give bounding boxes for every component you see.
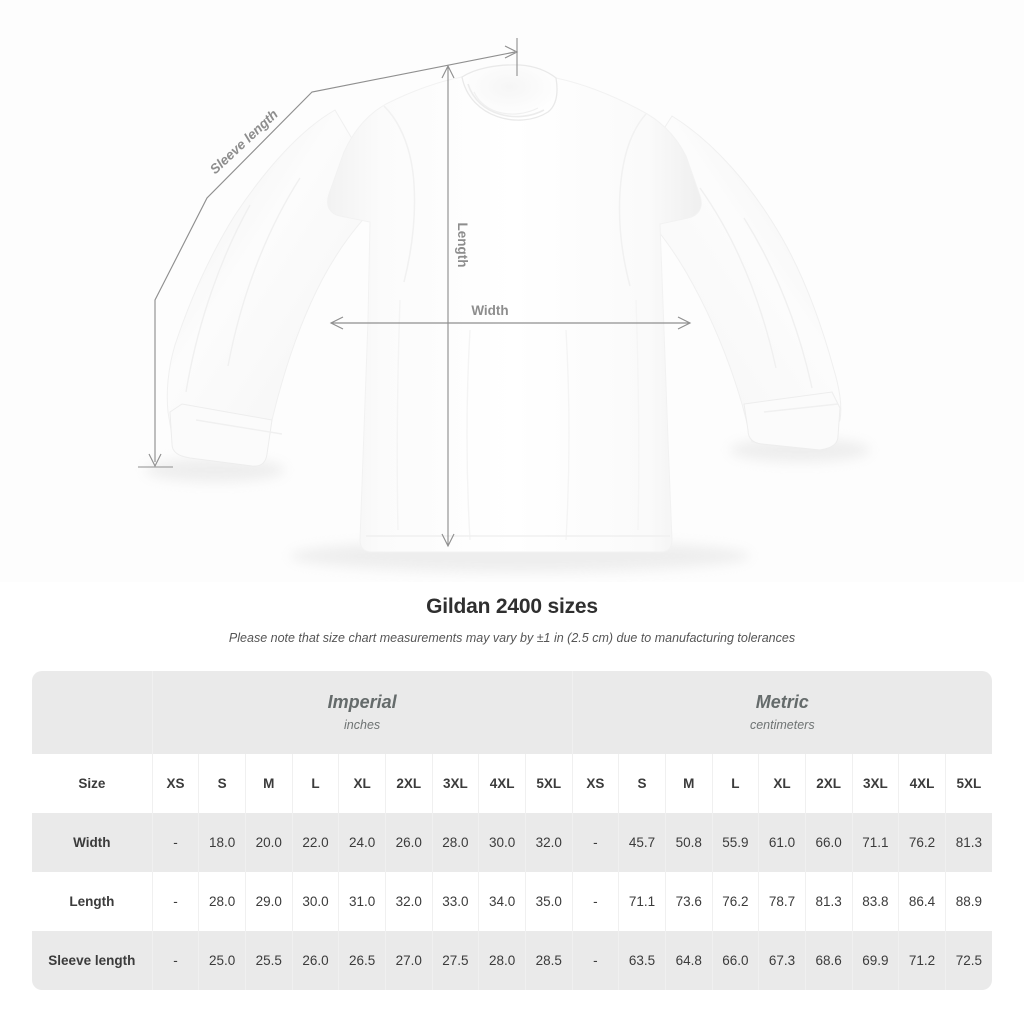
measurement-cell: 26.0	[385, 813, 433, 872]
measurement-cell: 61.0	[758, 813, 806, 872]
measurement-cell: 31.0	[338, 872, 386, 931]
unit-group-metric: Metric centimeters	[572, 671, 992, 754]
measurement-cell: 81.3	[945, 813, 992, 872]
unit-header-row: Imperial inches Metric centimeters	[32, 671, 992, 754]
measurement-cell: 28.0	[478, 931, 526, 990]
measurement-cell: 20.0	[245, 813, 293, 872]
size-header-cell: XS	[152, 754, 200, 813]
measurement-cell: 83.8	[852, 872, 900, 931]
size-header-cell: 5XL	[945, 754, 992, 813]
size-corner-label: Size	[32, 754, 153, 813]
measurement-cell: 76.2	[712, 872, 760, 931]
size-header-cell: S	[198, 754, 246, 813]
measurement-cell: 32.0	[385, 872, 433, 931]
page-title: Gildan 2400 sizes	[426, 595, 598, 618]
measurement-cell: 29.0	[245, 872, 293, 931]
measurement-cell: 72.5	[945, 931, 992, 990]
measurement-cell: 71.1	[618, 872, 666, 931]
size-header-cell: 2XL	[805, 754, 853, 813]
measurement-cell: 88.9	[945, 872, 992, 931]
measurement-cell: 66.0	[805, 813, 853, 872]
unit-group-name: Metric	[755, 692, 809, 712]
table-row: Sleeve length -25.0 25.5 26.0 26.5 27.0 27.5 28…	[32, 931, 992, 990]
measurement-cell: 55.9	[712, 813, 760, 872]
measurement-label: Length	[32, 872, 153, 931]
measurement-cell: 63.5	[618, 931, 666, 990]
table-row: Length -28.0 29.0 30.0 31.0 32.0 33.0 34.0 35.0-…	[32, 872, 992, 931]
measurement-cell: 73.6	[665, 872, 713, 931]
shirt-body	[327, 64, 702, 553]
tolerance-note: Please note that size chart measurements…	[228, 631, 796, 645]
measurement-cell: 66.0	[712, 931, 760, 990]
measurement-cell: 28.0	[432, 813, 480, 872]
measurement-cell: 28.5	[525, 931, 573, 990]
garment-illustration: Sleeve length Length Width	[138, 38, 870, 572]
measurement-cell: 25.0	[198, 931, 246, 990]
sleeve-length-label: Sleeve length	[207, 107, 281, 177]
measurement-cell: 81.3	[805, 872, 853, 931]
measurement-cell: 71.1	[852, 813, 900, 872]
heading-block: Gildan 2400 sizes Please note that size …	[0, 594, 1024, 646]
size-header-cell: 4XL	[898, 754, 946, 813]
size-header-cell: S	[618, 754, 666, 813]
measurement-cell: 30.0	[292, 872, 340, 931]
garment-diagram: Sleeve length Length Width	[138, 38, 870, 572]
size-header-cell: M	[665, 754, 713, 813]
measurement-cell: 64.8	[665, 931, 713, 990]
measurement-cell: 33.0	[432, 872, 480, 931]
size-header-cell: L	[292, 754, 340, 813]
measurement-cell: 26.5	[338, 931, 386, 990]
measurement-cell: -	[152, 813, 200, 872]
size-header-cell: 5XL	[525, 754, 573, 813]
unit-header-spacer	[32, 671, 153, 754]
unit-group-sub: centimeters	[749, 718, 815, 732]
size-header-cell: XS	[572, 754, 620, 813]
measurement-cell: 32.0	[525, 813, 573, 872]
measurement-cell: 30.0	[478, 813, 526, 872]
unit-group-imperial: Imperial inches	[152, 671, 573, 754]
unit-group-name: Imperial	[327, 692, 397, 712]
measurement-cell: 67.3	[758, 931, 806, 990]
measurement-cell: -	[572, 931, 620, 990]
size-header-cell: XL	[758, 754, 806, 813]
size-header-cell: L	[712, 754, 760, 813]
measurement-cell: 69.9	[852, 931, 900, 990]
measurement-cell: 68.6	[805, 931, 853, 990]
measurement-label: Width	[32, 813, 153, 872]
measurement-cell: 27.0	[385, 931, 433, 990]
measurement-cell: 76.2	[898, 813, 946, 872]
measurement-cell: 25.5	[245, 931, 293, 990]
width-label: Width	[471, 303, 508, 318]
measurement-cell: 28.0	[198, 872, 246, 931]
measurement-cell: 18.0	[198, 813, 246, 872]
measurement-cell: 78.7	[758, 872, 806, 931]
measurement-cell: -	[572, 872, 620, 931]
measurement-cell: 26.0	[292, 931, 340, 990]
measurement-cell: 71.2	[898, 931, 946, 990]
measurement-cell: 27.5	[432, 931, 480, 990]
size-header-cell: XL	[338, 754, 386, 813]
measurement-cell: -	[572, 813, 620, 872]
measurement-cell: 45.7	[618, 813, 666, 872]
measurement-cell: 86.4	[898, 872, 946, 931]
size-header-row: Size XS S M L XL 2XL 3XL 4XL 5XL XS S M L XL 2XL 3XL 4XL 5…	[32, 754, 992, 813]
measurement-cell: 34.0	[478, 872, 526, 931]
size-header-cell: 4XL	[478, 754, 526, 813]
measurement-cell: -	[152, 931, 200, 990]
measurement-cell: 24.0	[338, 813, 386, 872]
size-header-cell: M	[245, 754, 293, 813]
measurement-cell: 50.8	[665, 813, 713, 872]
unit-group-sub: inches	[344, 718, 381, 732]
length-label: Length	[455, 223, 470, 268]
measurement-cell: -	[152, 872, 200, 931]
measurement-lines	[138, 38, 692, 548]
size-header-cell: 3XL	[432, 754, 480, 813]
table-row: Width -18.0 20.0 22.0 24.0 26.0 28.0 30.0 32.0-4…	[32, 813, 992, 872]
size-header-cell: 2XL	[385, 754, 433, 813]
size-chart-table: Imperial inches Metric centimeters Size XS S M L…	[32, 671, 992, 990]
measurement-label: Sleeve length	[32, 931, 153, 990]
measurement-cell: 35.0	[525, 872, 573, 931]
measurement-cell: 22.0	[292, 813, 340, 872]
size-header-cell: 3XL	[852, 754, 900, 813]
